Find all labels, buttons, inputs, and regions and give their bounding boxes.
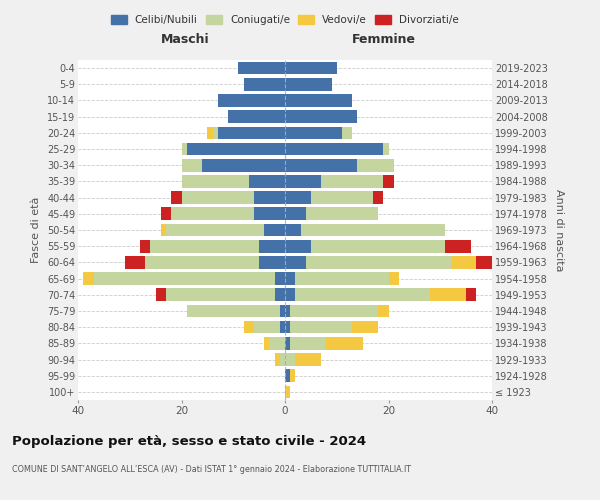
- Bar: [171, 192, 182, 204]
- Bar: [285, 337, 290, 349]
- Bar: [285, 272, 295, 285]
- Bar: [295, 353, 321, 366]
- Bar: [187, 142, 285, 156]
- Bar: [285, 240, 311, 252]
- Bar: [290, 304, 378, 318]
- Bar: [290, 337, 326, 349]
- Bar: [83, 272, 94, 285]
- Bar: [430, 288, 466, 301]
- Bar: [285, 370, 290, 382]
- Bar: [155, 288, 166, 301]
- Bar: [145, 256, 259, 268]
- Text: Popolazione per età, sesso e stato civile - 2024: Popolazione per età, sesso e stato civil…: [12, 435, 366, 448]
- Bar: [238, 62, 285, 74]
- Bar: [265, 224, 285, 236]
- Bar: [166, 288, 275, 301]
- Bar: [290, 321, 352, 334]
- Bar: [445, 240, 472, 252]
- Bar: [275, 272, 285, 285]
- Bar: [280, 304, 285, 318]
- Bar: [306, 208, 378, 220]
- Y-axis label: Fasce di età: Fasce di età: [31, 197, 41, 263]
- Bar: [212, 126, 218, 139]
- Bar: [373, 192, 383, 204]
- Bar: [269, 337, 285, 349]
- Bar: [244, 321, 254, 334]
- Text: Femmine: Femmine: [352, 34, 416, 46]
- Bar: [295, 272, 389, 285]
- Bar: [285, 208, 306, 220]
- Bar: [218, 126, 285, 139]
- Bar: [275, 353, 280, 366]
- Bar: [280, 353, 285, 366]
- Bar: [451, 256, 476, 268]
- Bar: [476, 256, 492, 268]
- Legend: Celibi/Nubili, Coniugati/e, Vedovi/e, Divorziati/e: Celibi/Nubili, Coniugati/e, Vedovi/e, Di…: [107, 11, 463, 30]
- Bar: [259, 240, 285, 252]
- Bar: [295, 288, 430, 301]
- Bar: [254, 192, 285, 204]
- Bar: [254, 321, 280, 334]
- Bar: [285, 224, 301, 236]
- Bar: [285, 386, 290, 398]
- Bar: [182, 159, 202, 172]
- Bar: [285, 62, 337, 74]
- Bar: [182, 175, 249, 188]
- Bar: [285, 78, 332, 90]
- Bar: [151, 240, 259, 252]
- Bar: [285, 126, 342, 139]
- Bar: [285, 192, 311, 204]
- Bar: [290, 370, 295, 382]
- Bar: [383, 142, 389, 156]
- Bar: [259, 256, 285, 268]
- Bar: [228, 110, 285, 123]
- Bar: [249, 175, 285, 188]
- Bar: [140, 240, 151, 252]
- Bar: [166, 224, 265, 236]
- Bar: [306, 256, 451, 268]
- Bar: [389, 272, 399, 285]
- Bar: [254, 208, 285, 220]
- Bar: [161, 208, 171, 220]
- Bar: [285, 321, 290, 334]
- Text: COMUNE DI SANT’ANGELO ALL’ESCA (AV) - Dati ISTAT 1° gennaio 2024 - Elaborazione : COMUNE DI SANT’ANGELO ALL’ESCA (AV) - Da…: [12, 465, 411, 474]
- Bar: [285, 110, 358, 123]
- Bar: [326, 337, 362, 349]
- Bar: [280, 321, 285, 334]
- Text: Maschi: Maschi: [161, 34, 210, 46]
- Bar: [202, 159, 285, 172]
- Bar: [352, 321, 378, 334]
- Bar: [275, 288, 285, 301]
- Bar: [161, 224, 166, 236]
- Bar: [342, 126, 352, 139]
- Bar: [378, 304, 389, 318]
- Bar: [466, 288, 476, 301]
- Bar: [311, 240, 445, 252]
- Bar: [301, 224, 445, 236]
- Bar: [94, 272, 275, 285]
- Bar: [285, 94, 352, 107]
- Bar: [285, 159, 358, 172]
- Bar: [218, 94, 285, 107]
- Bar: [285, 304, 290, 318]
- Bar: [208, 126, 212, 139]
- Bar: [285, 256, 306, 268]
- Bar: [182, 192, 254, 204]
- Bar: [265, 337, 269, 349]
- Bar: [383, 175, 394, 188]
- Bar: [171, 208, 254, 220]
- Bar: [285, 288, 295, 301]
- Bar: [187, 304, 280, 318]
- Bar: [125, 256, 145, 268]
- Bar: [244, 78, 285, 90]
- Bar: [311, 192, 373, 204]
- Bar: [285, 353, 295, 366]
- Y-axis label: Anni di nascita: Anni di nascita: [554, 188, 565, 271]
- Bar: [182, 142, 187, 156]
- Bar: [285, 175, 321, 188]
- Bar: [285, 142, 383, 156]
- Bar: [358, 159, 394, 172]
- Bar: [321, 175, 383, 188]
